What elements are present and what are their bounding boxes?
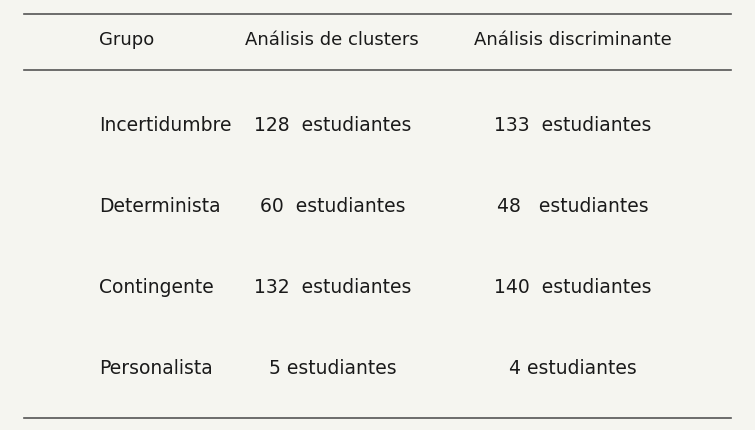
Text: 4 estudiantes: 4 estudiantes (509, 359, 637, 378)
Text: Personalista: Personalista (99, 359, 213, 378)
Text: Contingente: Contingente (99, 278, 214, 297)
Text: 132  estudiantes: 132 estudiantes (254, 278, 411, 297)
Text: 140  estudiantes: 140 estudiantes (495, 278, 652, 297)
Text: Análisis discriminante: Análisis discriminante (474, 31, 672, 49)
Text: Incertidumbre: Incertidumbre (99, 116, 232, 135)
Text: Determinista: Determinista (99, 197, 220, 216)
Text: 48   estudiantes: 48 estudiantes (498, 197, 649, 216)
Text: 133  estudiantes: 133 estudiantes (495, 116, 652, 135)
Text: 128  estudiantes: 128 estudiantes (254, 116, 411, 135)
Text: 60  estudiantes: 60 estudiantes (260, 197, 405, 216)
Text: 5 estudiantes: 5 estudiantes (269, 359, 396, 378)
Text: Grupo: Grupo (99, 31, 155, 49)
Text: Análisis de clusters: Análisis de clusters (245, 31, 419, 49)
